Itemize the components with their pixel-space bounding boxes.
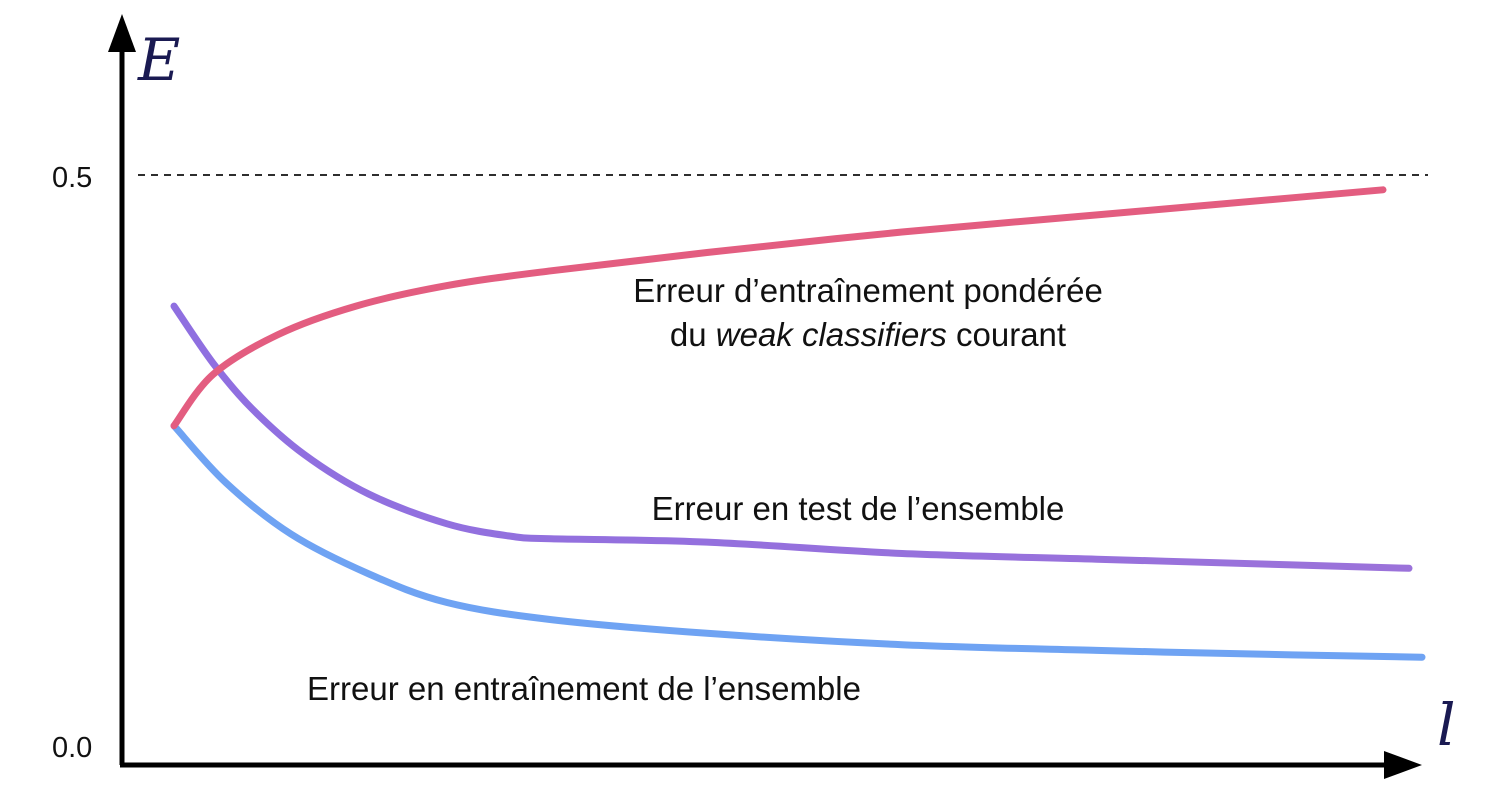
y-axis-arrowhead <box>108 14 136 52</box>
series-line-weighted-weak-train <box>170 186 1387 430</box>
annotation-weighted-train-line1: Erreur d’entraînement pondérée <box>633 272 1103 309</box>
x-axis-label: l <box>1437 691 1456 759</box>
annotation-line2-pre: du <box>670 316 716 353</box>
annotation-line2-post: courant <box>947 316 1066 353</box>
series-line-ensemble-test <box>170 302 1413 572</box>
annotation-ensemble-test: Erreur en test de l’ensemble <box>652 490 1065 527</box>
annotation-line2-em: weak classifiers <box>716 316 947 353</box>
y-tick-label-0.5: 0.5 <box>52 162 92 194</box>
y-axis-label: E <box>137 26 180 94</box>
x-axis-arrowhead <box>1384 751 1422 779</box>
y-tick-label-0.0: 0.0 <box>52 732 92 764</box>
annotation-weighted-train-line2: du weak classifiers courant <box>670 316 1066 353</box>
annotation-ensemble-train: Erreur en entraînement de l’ensemble <box>307 670 861 707</box>
series-line-ensemble-train <box>170 422 1426 661</box>
